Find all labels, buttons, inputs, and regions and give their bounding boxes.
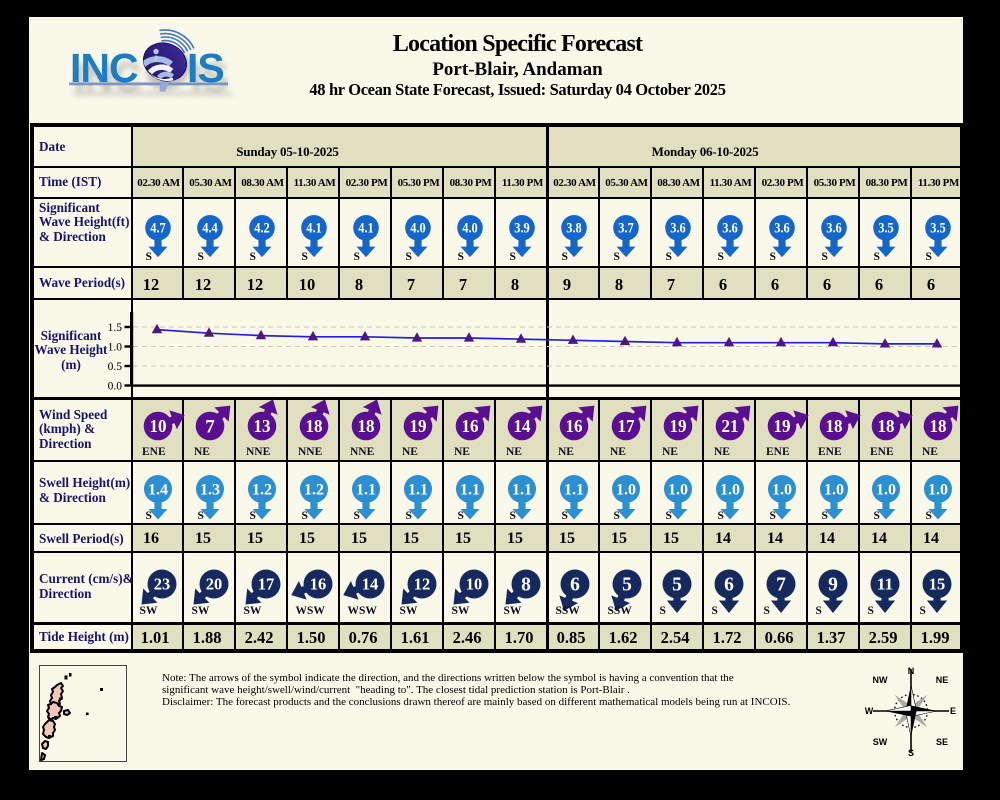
svg-text:20: 20 xyxy=(206,575,223,594)
svg-text:14: 14 xyxy=(514,415,531,435)
svg-text:18: 18 xyxy=(930,415,947,435)
svg-text:8: 8 xyxy=(521,575,531,596)
svg-text:1.4: 1.4 xyxy=(148,481,168,498)
svg-text:5: 5 xyxy=(672,575,682,596)
svg-text:9: 9 xyxy=(828,575,838,596)
svg-text:1.0: 1.0 xyxy=(772,481,792,498)
svg-text:1.5: 1.5 xyxy=(108,322,123,334)
svg-text:19: 19 xyxy=(774,415,791,435)
svg-text:16: 16 xyxy=(462,415,479,435)
svg-text:1.2: 1.2 xyxy=(304,481,324,498)
svg-text:18: 18 xyxy=(358,415,375,435)
svg-text:4.0: 4.0 xyxy=(410,221,426,237)
svg-text:18: 18 xyxy=(306,415,323,435)
svg-text:4.2: 4.2 xyxy=(254,221,270,237)
svg-text:10: 10 xyxy=(466,575,483,594)
svg-text:23: 23 xyxy=(154,575,171,594)
svg-text:17: 17 xyxy=(618,415,635,435)
svg-text:1.1: 1.1 xyxy=(460,481,480,498)
svg-text:4.1: 4.1 xyxy=(306,221,322,237)
svg-text:18: 18 xyxy=(878,415,895,435)
svg-text:19: 19 xyxy=(410,415,427,435)
svg-text:3.7: 3.7 xyxy=(618,221,634,237)
svg-text:1.1: 1.1 xyxy=(356,481,376,498)
svg-text:21: 21 xyxy=(722,415,739,435)
svg-text:15: 15 xyxy=(929,575,946,594)
svg-text:10: 10 xyxy=(150,415,167,435)
svg-text:1.0: 1.0 xyxy=(720,481,740,498)
svg-text:1.1: 1.1 xyxy=(564,481,584,498)
svg-text:11: 11 xyxy=(877,575,894,594)
svg-text:4.0: 4.0 xyxy=(462,221,478,237)
svg-text:3.6: 3.6 xyxy=(826,221,842,237)
svg-text:3.6: 3.6 xyxy=(774,221,790,237)
svg-text:3.9: 3.9 xyxy=(514,221,530,237)
svg-text:1.1: 1.1 xyxy=(512,481,532,498)
svg-text:7: 7 xyxy=(776,575,786,596)
svg-text:1.0: 1.0 xyxy=(928,481,948,498)
svg-text:14: 14 xyxy=(362,575,379,594)
svg-text:0.5: 0.5 xyxy=(108,361,123,373)
svg-text:1.2: 1.2 xyxy=(252,481,272,498)
svg-text:3.8: 3.8 xyxy=(566,221,582,237)
svg-text:13: 13 xyxy=(254,415,271,435)
svg-text:4.4: 4.4 xyxy=(202,221,218,237)
svg-text:3.5: 3.5 xyxy=(878,221,894,237)
svg-text:4.1: 4.1 xyxy=(358,221,374,237)
svg-text:6: 6 xyxy=(724,575,734,596)
svg-text:1.0: 1.0 xyxy=(616,481,636,498)
svg-text:12: 12 xyxy=(414,575,431,594)
svg-text:7: 7 xyxy=(205,416,215,437)
svg-text:6: 6 xyxy=(570,575,580,596)
svg-text:16: 16 xyxy=(566,415,583,435)
svg-text:1.1: 1.1 xyxy=(408,481,428,498)
svg-text:17: 17 xyxy=(258,575,275,594)
svg-text:4.7: 4.7 xyxy=(150,221,166,237)
svg-text:3.6: 3.6 xyxy=(722,221,738,237)
svg-text:19: 19 xyxy=(670,415,687,435)
svg-text:5: 5 xyxy=(622,575,632,596)
svg-text:3.6: 3.6 xyxy=(670,221,686,237)
svg-text:3.5: 3.5 xyxy=(930,221,946,237)
svg-text:0.0: 0.0 xyxy=(108,380,123,392)
svg-text:1.0: 1.0 xyxy=(668,481,688,498)
svg-text:18: 18 xyxy=(826,415,843,435)
svg-text:1.0: 1.0 xyxy=(876,481,896,498)
svg-text:1.3: 1.3 xyxy=(200,481,220,498)
svg-text:1.0: 1.0 xyxy=(824,481,844,498)
svg-text:1.0: 1.0 xyxy=(108,341,123,353)
svg-text:16: 16 xyxy=(310,575,327,594)
